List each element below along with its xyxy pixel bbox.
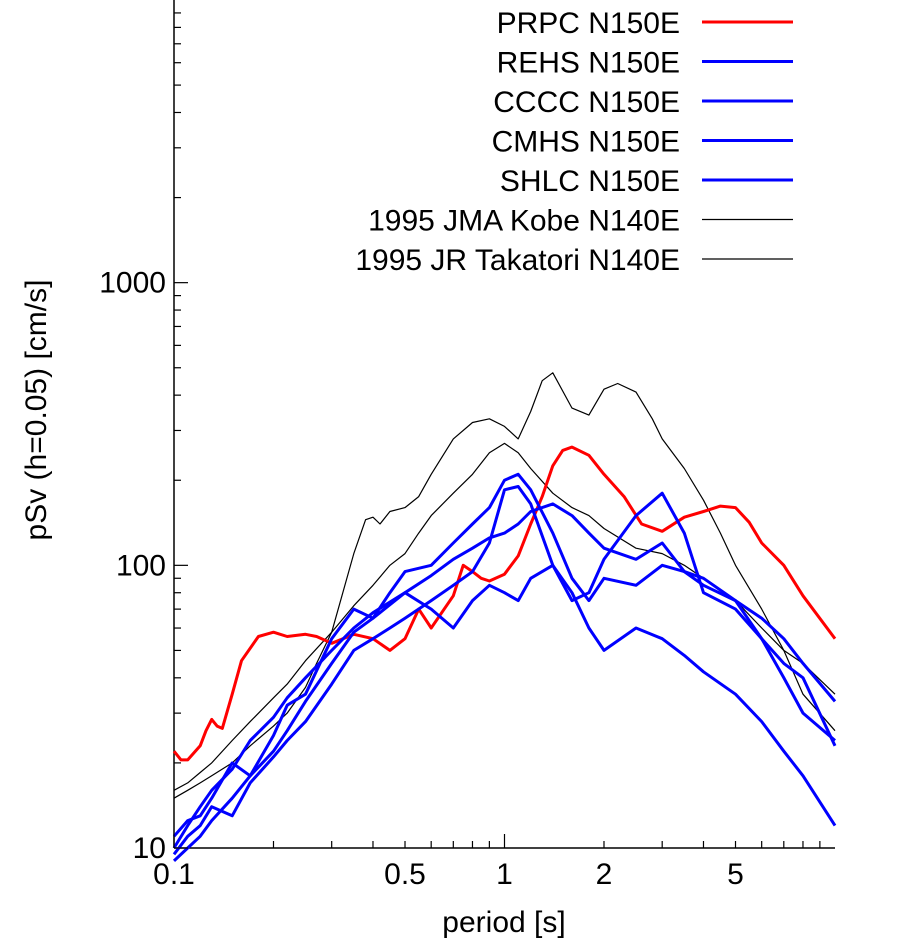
series-lines [172, 372, 837, 862]
x-axis: 0.1 0.5 1 2 5 [153, 834, 821, 891]
y-tick-label: 1000 [99, 267, 166, 300]
y-axis: 10 100 1000 [99, 12, 188, 865]
x-tick-label: 1 [496, 858, 513, 891]
series-line-prpc-n150e [172, 445, 837, 762]
legend-label: CCCC N150E [493, 86, 680, 119]
legend: PRPC N150E REHS N150E CCCC N150E CMHS N150E… [355, 7, 793, 277]
x-tick-label: 0.1 [153, 858, 195, 891]
series-line-1995-jma-kobe-n140e [173, 442, 836, 791]
legend-label: 1995 JR Takatori N140E [355, 244, 680, 277]
y-tick-label: 100 [116, 549, 166, 582]
x-tick-label: 5 [727, 858, 744, 891]
legend-label: CMHS N150E [492, 126, 680, 159]
series-line-cmhs-n150e [172, 485, 837, 856]
x-axis-label: period [s] [442, 906, 565, 939]
x-tick-label: 2 [596, 858, 613, 891]
series-line-rehs-n150e [172, 502, 837, 849]
x-tick-label: 0.5 [384, 858, 426, 891]
series-line-shlc-n150e [172, 563, 837, 862]
y-axis-label: pSv (h=0.05) [cm/s] [20, 280, 53, 541]
legend-label: REHS N150E [497, 47, 680, 80]
legend-label: 1995 JMA Kobe N140E [368, 205, 680, 238]
legend-label: SHLC N150E [500, 165, 680, 198]
y-tick-label: 10 [133, 832, 166, 865]
legend-label: PRPC N150E [497, 7, 680, 40]
series-line-1995-jr-takatori-n140e [173, 372, 836, 799]
series-line-cccc-n150e [172, 472, 836, 838]
